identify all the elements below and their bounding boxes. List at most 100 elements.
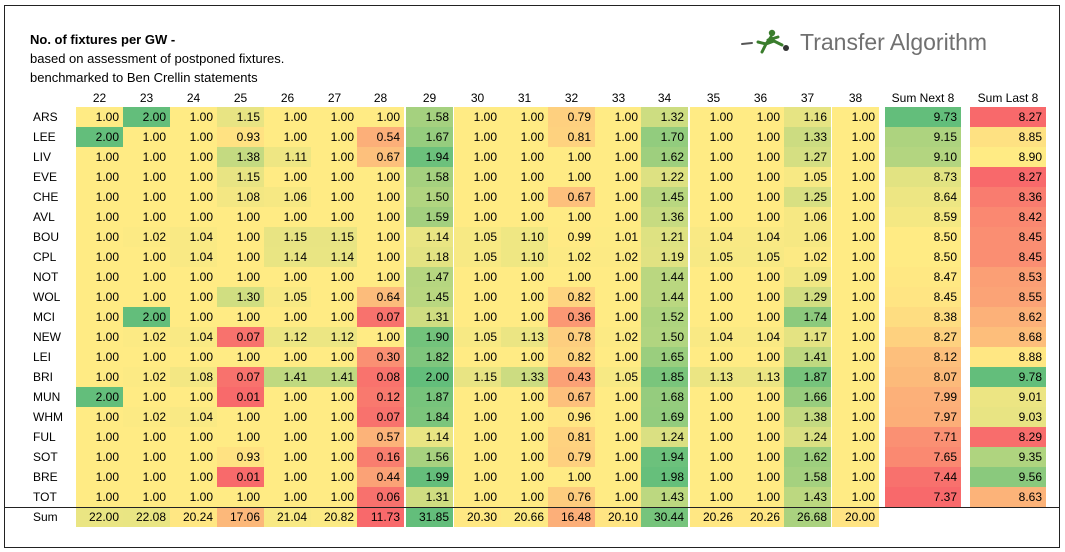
fixture-cell: 1.70: [641, 127, 688, 147]
fixture-cell: 1.00: [170, 287, 217, 307]
fixture-cell: 1.00: [832, 207, 879, 227]
sum-next-8-cell: 9.15: [885, 127, 961, 147]
fixture-cell: 1.00: [737, 147, 784, 167]
fixture-cell: 1.00: [311, 147, 358, 167]
sum-last-8-cell: 8.36: [970, 187, 1046, 207]
fixture-cell: 1.68: [641, 387, 688, 407]
column-sum-cell: 21.04: [264, 507, 311, 527]
fixture-cell: 1.00: [264, 447, 311, 467]
fixture-cell: 1.00: [595, 347, 642, 367]
fixture-cell: 1.13: [737, 367, 784, 387]
sum-next-8-cell: 7.99: [885, 387, 961, 407]
fixture-cell: 1.00: [548, 467, 595, 487]
fixture-cell: 1.00: [690, 267, 737, 287]
fixture-cell: 1.05: [454, 327, 501, 347]
fixture-cell: 1.00: [311, 207, 358, 227]
fixture-cell: 1.32: [641, 107, 688, 127]
fixture-cell: 1.41: [784, 347, 831, 367]
fixture-cell: 1.00: [501, 427, 548, 447]
fixture-cell: 1.00: [737, 487, 784, 507]
fixture-cell: 1.00: [76, 467, 123, 487]
fixture-cell: 1.00: [832, 287, 879, 307]
fixture-cell: 1.31: [406, 487, 453, 507]
fixture-cell: 1.00: [690, 447, 737, 467]
fixture-cell: 2.00: [76, 127, 123, 147]
fixture-cell: 1.24: [641, 427, 688, 447]
fixture-cell: 1.00: [123, 207, 170, 227]
fixture-cell: 1.58: [406, 107, 453, 127]
fixture-cell: 1.00: [76, 267, 123, 287]
fixture-cell: 1.00: [548, 267, 595, 287]
fixture-cell: 0.06: [357, 487, 404, 507]
sum-next-8-cell: 8.59: [885, 207, 961, 227]
sum-last-8-cell: 9.01: [970, 387, 1046, 407]
sum-next-8-cell: 8.07: [885, 367, 961, 387]
fixture-cell: 1.00: [454, 127, 501, 147]
fixture-cell: 1.00: [595, 487, 642, 507]
fixture-cell: 1.05: [264, 287, 311, 307]
sum-next-8-cell: 7.97: [885, 407, 961, 427]
fixture-cell: 1.00: [501, 267, 548, 287]
fixture-cell: 0.07: [357, 307, 404, 327]
fixture-cell: 1.25: [784, 187, 831, 207]
fixture-cell: 1.00: [595, 207, 642, 227]
fixture-cell: 1.00: [217, 487, 264, 507]
fixture-cell: 1.00: [501, 147, 548, 167]
team-label: FUL: [33, 430, 56, 444]
team-label: NEW: [33, 330, 61, 344]
fixture-cell: 1.00: [454, 267, 501, 287]
fixture-cell: 0.64: [357, 287, 404, 307]
fixture-cell: 0.08: [357, 367, 404, 387]
fixture-cell: 1.00: [123, 487, 170, 507]
fixture-cell: 1.00: [737, 427, 784, 447]
fixture-cell: 0.67: [548, 387, 595, 407]
fixture-cell: 1.10: [501, 247, 548, 267]
fixture-cell: 1.02: [784, 247, 831, 267]
fixture-cell: 1.00: [123, 287, 170, 307]
column-sum-cell: 20.26: [690, 507, 737, 527]
fixture-cell: 1.00: [311, 107, 358, 127]
fixture-cell: 1.00: [501, 347, 548, 367]
fixture-cell: 1.00: [76, 147, 123, 167]
fixture-cell: 1.05: [737, 247, 784, 267]
fixture-cell: 0.07: [357, 407, 404, 427]
fixture-cell: 0.81: [548, 427, 595, 447]
fixture-cell: 1.00: [76, 287, 123, 307]
fixture-cell: 1.00: [217, 227, 264, 247]
fixture-cell: 1.06: [784, 227, 831, 247]
column-sum-cell: 20.00: [832, 507, 879, 527]
fixture-cell: 1.00: [832, 227, 879, 247]
fixture-cell: 1.00: [501, 307, 548, 327]
notes-line-2: benchmarked to Ben Crellin statements: [30, 70, 258, 85]
fixture-cell: 1.00: [832, 407, 879, 427]
team-label: BRE: [33, 470, 58, 484]
fixture-cell: 1.02: [595, 247, 642, 267]
fixture-cell: 1.00: [832, 247, 879, 267]
column-sum-cell: 26.68: [784, 507, 831, 527]
fixture-cell: 1.47: [406, 267, 453, 287]
fixture-cell: 1.00: [501, 467, 548, 487]
fixture-cell: 0.78: [548, 327, 595, 347]
column-sum-cell: 20.26: [737, 507, 784, 527]
fixture-cell: 1.00: [217, 427, 264, 447]
fixture-cell: 1.00: [123, 427, 170, 447]
fixture-cell: 1.17: [784, 327, 831, 347]
fixture-cell: 1.00: [264, 207, 311, 227]
fixture-cell: 1.14: [406, 427, 453, 447]
fixture-cell: 1.58: [406, 167, 453, 187]
team-label: MCI: [33, 310, 55, 324]
fixture-cell: 1.00: [76, 247, 123, 267]
column-sum-cell: 16.48: [548, 507, 595, 527]
fixture-cell: 1.00: [217, 267, 264, 287]
fixture-cell: 1.00: [123, 127, 170, 147]
fixture-cell: 1.00: [123, 467, 170, 487]
fixture-cell: 1.00: [501, 127, 548, 147]
team-label: AVL: [33, 210, 55, 224]
fixture-cell: 1.00: [737, 347, 784, 367]
fixture-cell: 1.84: [406, 407, 453, 427]
fixture-cell: 1.29: [784, 287, 831, 307]
gw-header: 23: [139, 91, 154, 105]
fixture-cell: 1.05: [690, 247, 737, 267]
gw-header: 27: [327, 91, 342, 105]
